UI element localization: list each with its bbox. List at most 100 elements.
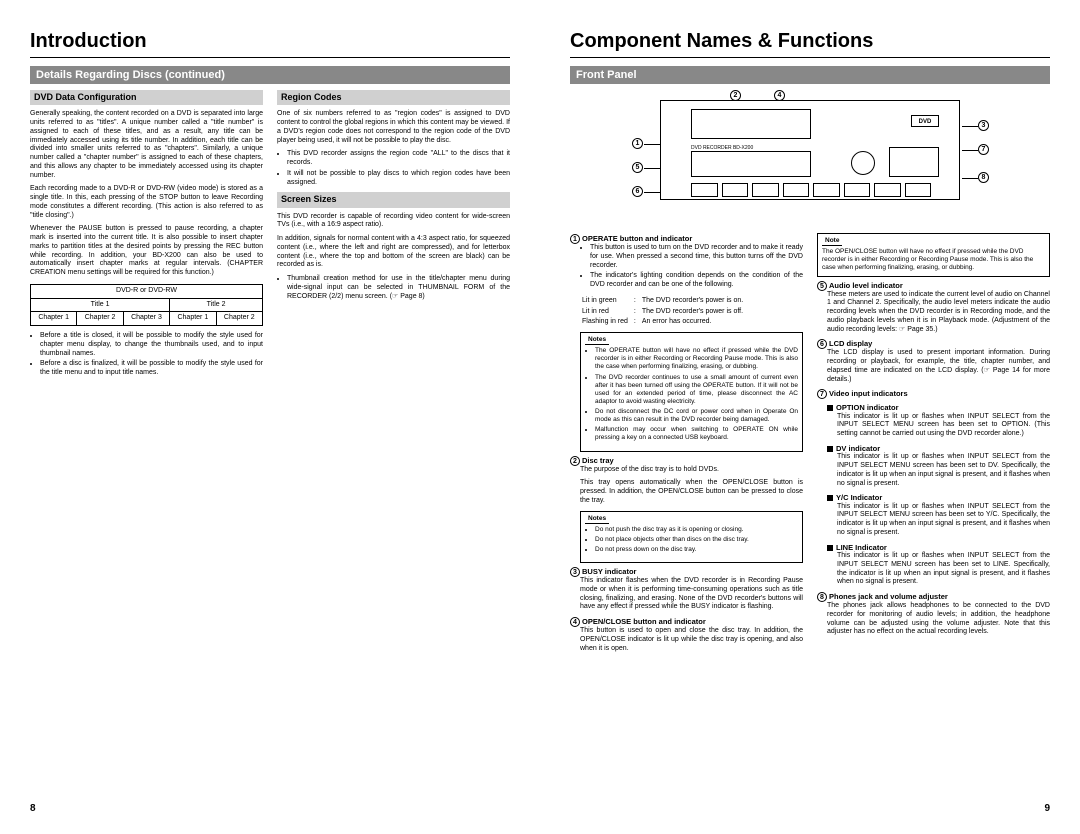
dvd-config-bullets: Before a title is closed, it will be pos… bbox=[30, 332, 263, 378]
num-icon: 8 bbox=[817, 592, 827, 602]
desc-column-left: 1OPERATE button and indicator This butto… bbox=[570, 230, 803, 658]
page-title-right: Component Names & Functions bbox=[570, 30, 1050, 53]
state-value: The DVD recorder's power is off. bbox=[642, 308, 747, 317]
square-icon bbox=[827, 545, 833, 551]
desc-title-text: OPERATE button and indicator bbox=[582, 234, 692, 243]
note: Do not push the disc tray as it is openi… bbox=[595, 526, 798, 534]
table-title1: Title 1 bbox=[31, 298, 170, 312]
table-cell: Chapter 2 bbox=[77, 312, 123, 326]
device-button bbox=[752, 183, 779, 197]
page-9: Component Names & Functions Front Panel … bbox=[540, 0, 1080, 834]
state-value: An error has occurred. bbox=[642, 318, 747, 327]
page-number-right: 9 bbox=[1044, 803, 1050, 814]
bullet: The indicator's lighting condition depen… bbox=[590, 272, 803, 290]
square-icon bbox=[827, 405, 833, 411]
page-title-left: Introduction bbox=[30, 30, 510, 53]
device-lcd bbox=[691, 151, 811, 177]
desc-title-text: OPEN/CLOSE button and indicator bbox=[582, 617, 706, 626]
device-button bbox=[813, 183, 840, 197]
device-button bbox=[722, 183, 749, 197]
audio-p: These meters are used to indicate the cu… bbox=[827, 291, 1050, 335]
bullet: Before a disc is finalized, it will be p… bbox=[40, 360, 263, 378]
line-indicator: LINE Indicator bbox=[827, 543, 1050, 552]
option-indicator: OPTION indicator bbox=[827, 403, 1050, 412]
desc-title-text: Video input indicators bbox=[829, 389, 908, 398]
desc-lcd: 6LCD display bbox=[817, 339, 1050, 349]
description-columns: 1OPERATE button and indicator This butto… bbox=[570, 230, 1050, 658]
desc-phones: 8Phones jack and volume adjuster bbox=[817, 592, 1050, 602]
callout-lead bbox=[962, 150, 978, 151]
option-p: This indicator is lit up or flashes when… bbox=[837, 413, 1050, 439]
operate-bullets: This button is used to turn on the DVD r… bbox=[580, 244, 803, 290]
sub-title: DV indicator bbox=[836, 444, 880, 453]
device-button-row bbox=[691, 183, 931, 197]
disc-tray-notes: Do not push the disc tray as it is openi… bbox=[585, 526, 798, 554]
square-icon bbox=[827, 446, 833, 452]
dvd-config-p3: Whenever the PAUSE button is pressed to … bbox=[30, 225, 263, 278]
dvd-config-p2: Each recording made to a DVD-R or DVD-RW… bbox=[30, 185, 263, 220]
screen-p2: In addition, signals for normal content … bbox=[277, 235, 510, 270]
subsection-screen-sizes: Screen Sizes bbox=[277, 192, 510, 207]
callout-3: 3 bbox=[978, 120, 989, 131]
bullet: This button is used to turn on the DVD r… bbox=[590, 244, 803, 270]
lcd-p: The LCD display is used to present impor… bbox=[827, 349, 1050, 384]
device-disc-tray bbox=[691, 109, 811, 139]
page-8: Introduction Details Regarding Discs (co… bbox=[0, 0, 540, 834]
num-icon: 7 bbox=[817, 389, 827, 399]
region-p1: One of six numbers referred to as "regio… bbox=[277, 110, 510, 145]
subsection-dvd-config: DVD Data Configuration bbox=[30, 90, 263, 105]
table-title2: Title 2 bbox=[170, 298, 263, 312]
table-header: DVD-R or DVD-RW bbox=[31, 284, 263, 298]
disc-tray-p1: The purpose of the disc tray is to hold … bbox=[580, 466, 803, 475]
indicator-states: Lit in green:The DVD recorder's power is… bbox=[580, 295, 749, 329]
callout-2: 2 bbox=[730, 90, 741, 101]
yc-p: This indicator is lit up or flashes when… bbox=[837, 503, 1050, 538]
note: The OPERATE button will have no effect i… bbox=[595, 347, 798, 371]
note: Do not place objects other than discs on… bbox=[595, 536, 798, 544]
bullet: Thumbnail creation method for use in the… bbox=[287, 275, 510, 301]
sub-title: OPTION indicator bbox=[836, 403, 899, 412]
device-volume-knob bbox=[851, 151, 875, 175]
notes-label: Notes bbox=[585, 515, 609, 524]
desc-busy: 3BUSY indicator bbox=[570, 567, 803, 577]
phones-p: The phones jack allows headphones to be … bbox=[827, 602, 1050, 637]
video-input-group: OPTION indicator This indicator is lit u… bbox=[827, 403, 1050, 587]
desc-title-text: Phones jack and volume adjuster bbox=[829, 592, 948, 601]
num-icon: 4 bbox=[570, 617, 580, 627]
screen-bullets: Thumbnail creation method for use in the… bbox=[277, 275, 510, 301]
chapter-table: DVD-R or DVD-RW Title 1 Title 2 Chapter … bbox=[30, 284, 263, 326]
desc-audio-level: 5Audio level indicator bbox=[817, 281, 1050, 291]
busy-p: This indicator flashes when the DVD reco… bbox=[580, 577, 803, 612]
line-p: This indicator is lit up or flashes when… bbox=[837, 552, 1050, 587]
callout-lead bbox=[644, 144, 660, 145]
title-rule bbox=[570, 57, 1050, 58]
subsection-region-codes: Region Codes bbox=[277, 90, 510, 105]
num-icon: 2 bbox=[570, 456, 580, 466]
screen-p1: This DVD recorder is capable of recordin… bbox=[277, 213, 510, 231]
note: Do not press down on the disc tray. bbox=[595, 546, 798, 554]
device-button bbox=[783, 183, 810, 197]
openclose-p: This button is used to open and close th… bbox=[580, 627, 803, 653]
table-cell: Chapter 3 bbox=[123, 312, 169, 326]
sub-title: Y/C Indicator bbox=[836, 493, 882, 502]
num-icon: 5 bbox=[817, 281, 827, 291]
callout-lead bbox=[962, 126, 978, 127]
notes-label: Notes bbox=[585, 336, 609, 345]
two-column-layout: DVD Data Configuration Generally speakin… bbox=[30, 90, 510, 383]
desc-disc-tray: 2Disc tray bbox=[570, 456, 803, 466]
state-label: Lit in green bbox=[582, 297, 632, 306]
note-label: Note bbox=[822, 237, 842, 246]
title-rule bbox=[30, 57, 510, 58]
square-icon bbox=[827, 495, 833, 501]
dv-p: This indicator is lit up or flashes when… bbox=[837, 453, 1050, 488]
desc-title-text: Audio level indicator bbox=[829, 281, 903, 290]
dvd-logo-icon: DVD bbox=[911, 115, 939, 127]
device-button bbox=[905, 183, 932, 197]
callout-1: 1 bbox=[632, 138, 643, 149]
note: Malfunction may occur when switching to … bbox=[595, 426, 798, 442]
device-audio-meters bbox=[889, 147, 939, 177]
page-number-left: 8 bbox=[30, 803, 36, 814]
callout-8: 8 bbox=[978, 172, 989, 183]
section-bar-discs: Details Regarding Discs (continued) bbox=[30, 66, 510, 84]
dv-indicator: DV indicator bbox=[827, 444, 1050, 453]
